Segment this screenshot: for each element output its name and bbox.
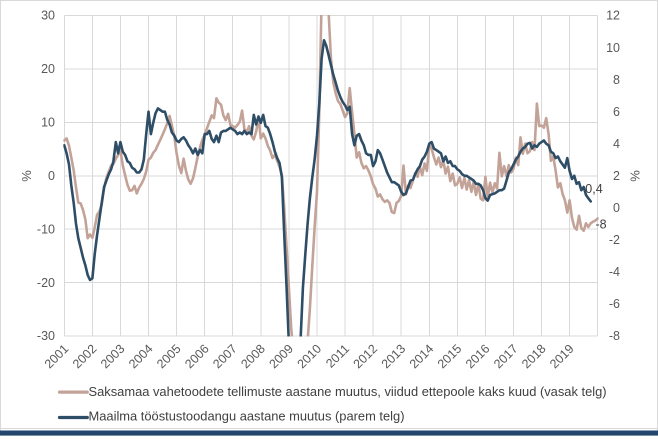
svg-text:12: 12 <box>606 9 620 23</box>
svg-text:0: 0 <box>613 201 620 215</box>
svg-text:30: 30 <box>41 9 55 23</box>
svg-text:0: 0 <box>48 169 55 183</box>
svg-text:-30: -30 <box>37 329 55 343</box>
svg-text:Saksamaa vahetoodete tellimust: Saksamaa vahetoodete tellimuste aastane … <box>89 384 607 399</box>
svg-text:-8: -8 <box>595 217 606 231</box>
svg-text:10: 10 <box>606 41 620 55</box>
svg-text:-6: -6 <box>609 297 620 311</box>
svg-text:20: 20 <box>41 62 55 76</box>
svg-text:0,4: 0,4 <box>585 182 602 196</box>
svg-text:-2: -2 <box>609 233 620 247</box>
svg-text:%: % <box>628 170 643 182</box>
svg-text:10: 10 <box>41 116 55 130</box>
svg-text:8: 8 <box>613 73 620 87</box>
svg-text:-10: -10 <box>37 222 55 236</box>
svg-text:6: 6 <box>613 105 620 119</box>
svg-text:Maailma tööstustoodangu aastan: Maailma tööstustoodangu aastane muutus (… <box>89 409 405 424</box>
svg-text:2: 2 <box>613 169 620 183</box>
svg-text:-20: -20 <box>37 276 55 290</box>
svg-text:-8: -8 <box>609 329 620 343</box>
svg-text:%: % <box>19 170 34 182</box>
svg-text:-4: -4 <box>609 265 620 279</box>
svg-text:4: 4 <box>613 137 620 151</box>
